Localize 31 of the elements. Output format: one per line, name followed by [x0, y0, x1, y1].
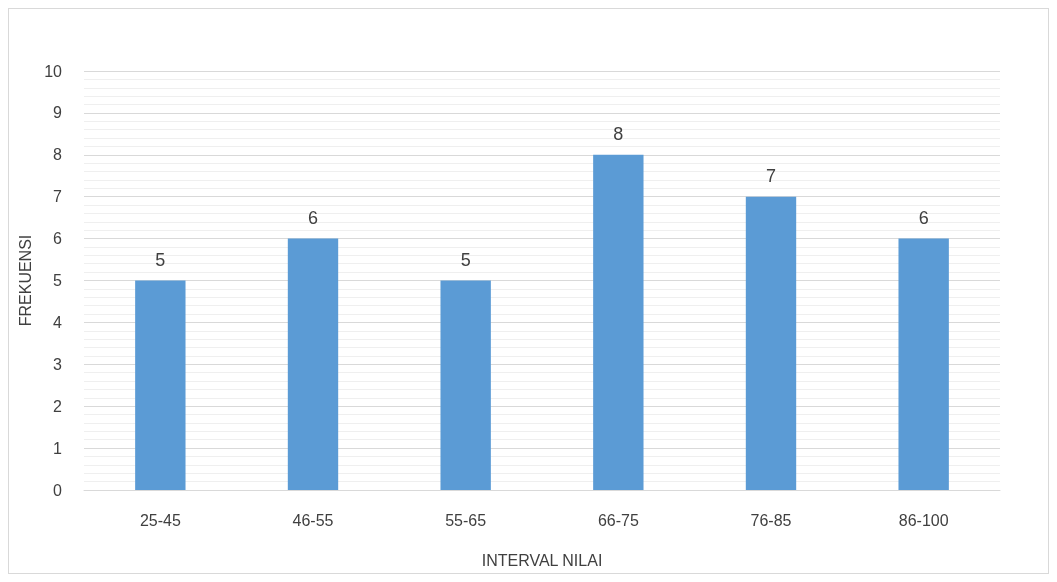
- y-tick-label: 3: [53, 355, 63, 373]
- data-label: 6: [307, 207, 319, 228]
- y-tick-label: 7: [53, 188, 63, 206]
- x-tick-label: 55-65: [445, 511, 487, 529]
- data-label: 6: [918, 207, 929, 228]
- data-label: 5: [155, 249, 166, 270]
- bar: [135, 280, 186, 490]
- y-tick-label: 8: [53, 146, 63, 164]
- y-tick-label: 0: [53, 481, 63, 499]
- x-tick-label: 66-75: [597, 511, 639, 529]
- data-label: 8: [613, 123, 624, 144]
- x-tick-label: 46-55: [292, 511, 334, 529]
- y-axis-title: FREKUENSI: [16, 234, 34, 327]
- data-label: 7: [765, 165, 777, 186]
- y-tick-label: 1: [53, 439, 63, 457]
- y-tick-label: 10: [44, 62, 63, 80]
- bar: [440, 280, 491, 490]
- bar: [593, 154, 644, 490]
- x-tick-label: 86-100: [898, 511, 949, 529]
- y-tick-label: 9: [53, 104, 63, 122]
- x-tick-label: 25-45: [139, 511, 181, 529]
- data-label: 5: [460, 249, 471, 270]
- bar: [898, 238, 949, 490]
- x-axis-title: INTERVAL NILAI: [481, 551, 603, 569]
- y-tick-label: 4: [53, 313, 63, 331]
- x-tick-label: 76-85: [750, 511, 792, 529]
- y-tick-label: 6: [53, 230, 63, 248]
- bar: [287, 238, 339, 490]
- y-tick-label: 5: [53, 272, 63, 289]
- y-tick-label: 2: [53, 397, 63, 415]
- bar: [745, 196, 797, 490]
